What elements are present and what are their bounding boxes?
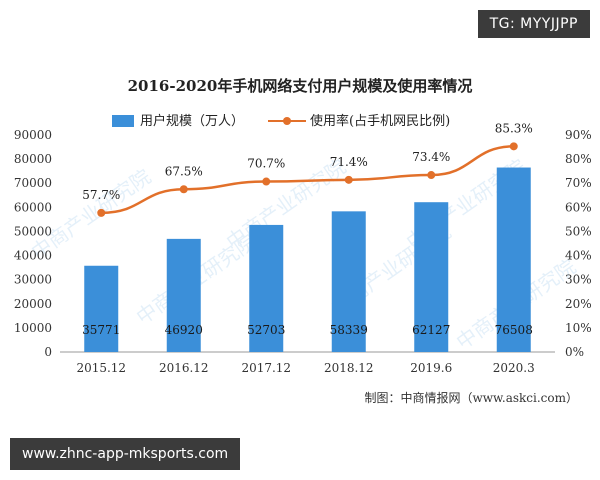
bar-value-label: 46920 [165,323,203,337]
y-left-tick-label: 90000 [14,128,52,142]
legend-bar-label: 用户规模（万人） [140,113,244,129]
line-point [97,208,106,217]
bar-value-label: 76508 [495,323,533,337]
bar [496,167,531,352]
bar [84,265,119,352]
x-axis: 2015.12 2016.12 2017.12 2018.12 2019.6 2020.3 [76,361,534,375]
x-tick-label: 2016.12 [159,361,209,375]
chart-svg: 2016-2020年手机网络支付用户规模及使用率情况 用户规模（万人） 使用率(… [14,77,592,405]
y-left-tick-label: 30000 [14,273,52,287]
legend-bar-swatch [112,115,134,127]
line-point [344,175,353,184]
y-left-tick-label: 0 [44,345,52,359]
chart: 2016-2020年手机网络支付用户规模及使用率情况 用户规模（万人） 使用率(… [0,60,600,410]
y-right-tick-label: 40% [565,249,592,263]
bar-value-label: 62127 [412,323,450,337]
y-right-tick-label: 10% [565,321,592,335]
legend-line-label: 使用率(占手机网民比例) [310,113,450,129]
url-badge: www.zhnc-app-mksports.com [10,438,241,470]
line-point [179,185,188,194]
y-right-tick-label: 50% [565,224,592,238]
y-left-tick-label: 40000 [14,249,52,263]
line-value-label: 73.4% [412,150,450,164]
line-value-labels: 57.7% 67.5% 70.7% 71.4% 73.4% 85.3% [82,121,533,202]
y-right-tick-label: 30% [565,273,592,287]
line-point [509,142,518,151]
chart-title: 2016-2020年手机网络支付用户规模及使用率情况 [128,77,473,95]
legend-line-marker [283,117,291,125]
y-left-axis: 0 10000 20000 30000 40000 50000 60000 70000 8000… [14,128,52,359]
y-right-tick-label: 0% [565,345,584,359]
y-left-tick-label: 20000 [14,297,52,311]
bar [331,211,366,352]
x-tick-label: 2020.3 [493,361,535,375]
bar [166,238,201,352]
y-left-tick-label: 50000 [14,224,52,238]
bar [249,224,284,352]
bar-value-label: 58339 [330,323,368,337]
tg-badge: TG: MYYJJPP [477,10,590,38]
line-point [427,171,436,180]
y-right-tick-label: 90% [565,128,592,142]
bar-value-labels: 35771 46920 52703 58339 62127 76508 [82,323,533,337]
line-value-label: 85.3% [495,121,533,135]
bar [414,202,449,352]
y-right-axis: 0% 10% 20% 30% 40% 50% 60% 70% 80% 90% [565,128,592,359]
y-left-tick-label: 70000 [14,176,52,190]
line-value-label: 67.5% [165,164,203,178]
chart-legend: 用户规模（万人） 使用率(占手机网民比例) [112,113,450,129]
bar-value-label: 52703 [247,323,285,337]
line-value-label: 57.7% [82,188,120,202]
y-right-tick-label: 20% [565,297,592,311]
usage-rate-line [101,145,514,215]
y-right-tick-label: 80% [565,152,592,166]
y-right-tick-label: 60% [565,200,592,214]
y-left-tick-label: 10000 [14,321,52,335]
y-right-tick-label: 70% [565,176,592,190]
x-tick-label: 2019.6 [410,361,452,375]
x-tick-label: 2017.12 [241,361,291,375]
line-series [97,142,518,217]
watermark-text: 中商产业研究院 [222,154,350,254]
bar-series [84,167,531,352]
line-value-label: 70.7% [247,157,285,171]
line-point [262,177,271,186]
x-tick-label: 2018.12 [324,361,374,375]
x-tick-label: 2015.12 [76,361,126,375]
y-left-tick-label: 80000 [14,152,52,166]
chart-source: 制图：中商情报网（www.askci.com） [365,390,579,405]
bar-value-label: 35771 [82,323,120,337]
line-value-label: 71.4% [330,155,368,169]
y-left-tick-label: 60000 [14,200,52,214]
